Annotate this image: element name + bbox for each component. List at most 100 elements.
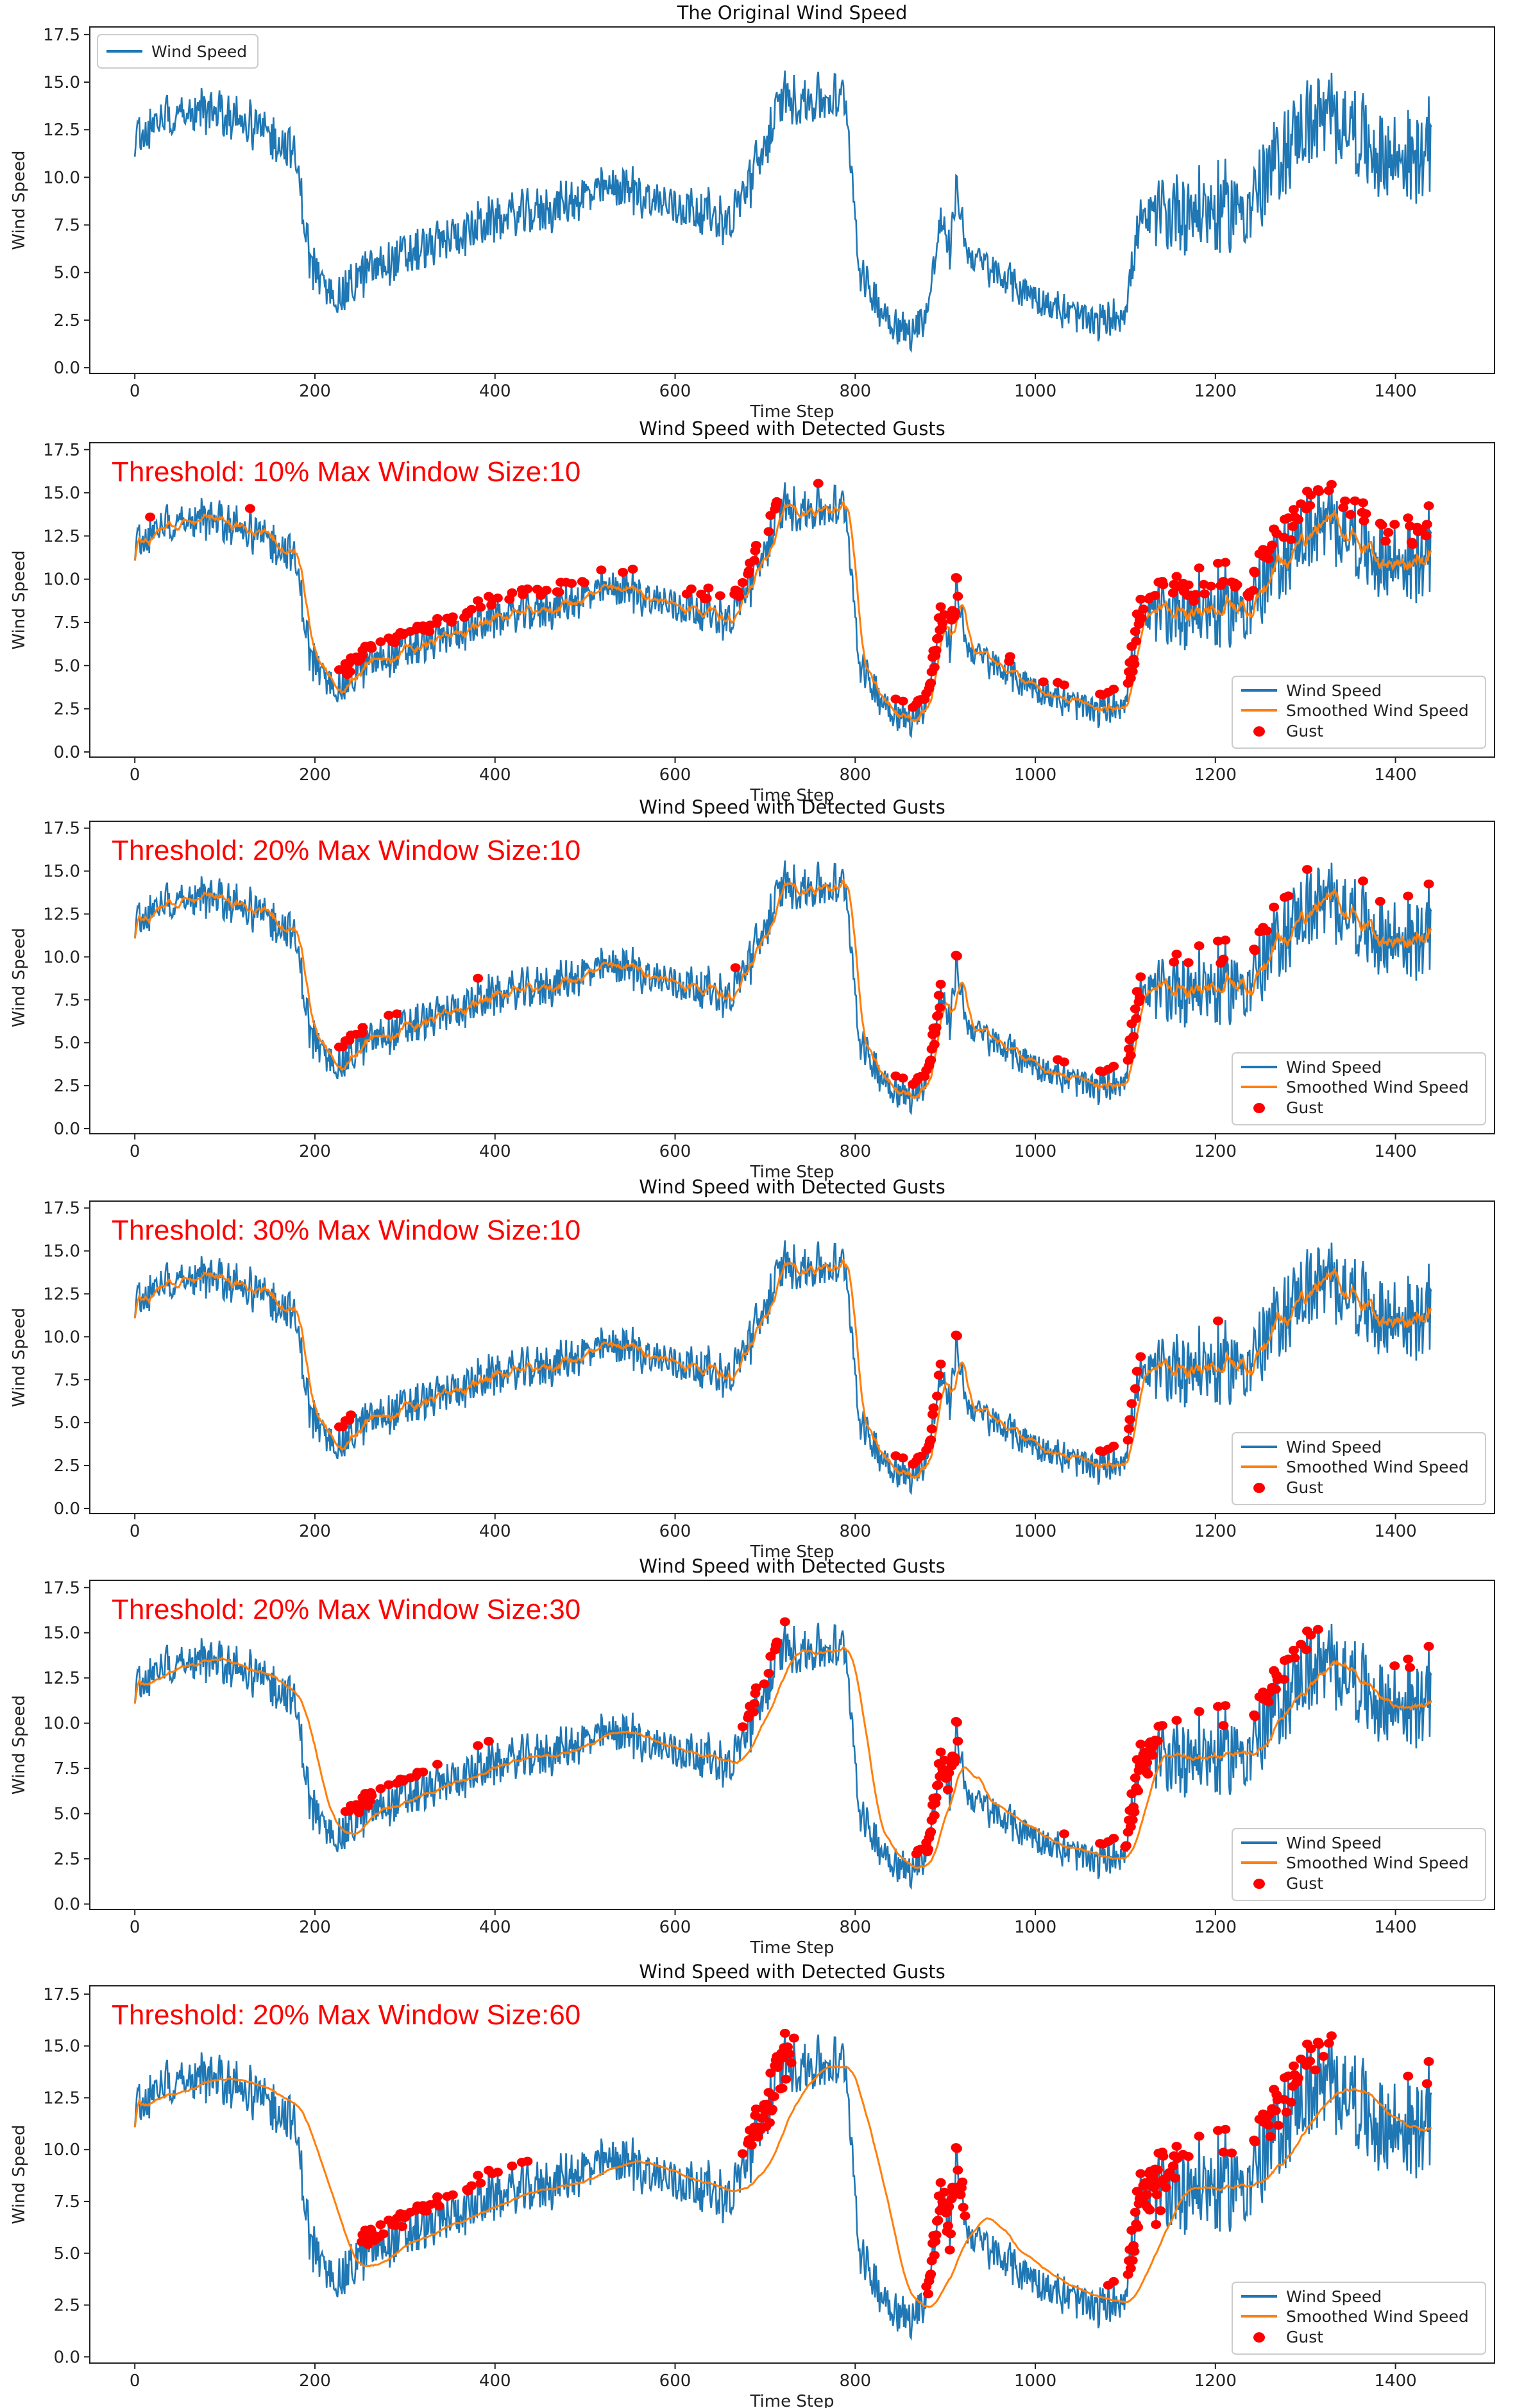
x-axis-label: Time Step [749, 402, 834, 422]
y-tick-label: 12.5 [43, 905, 80, 924]
x-tick-label: 200 [299, 1142, 331, 1161]
gust-point [1131, 636, 1142, 646]
y-axis-label: Wind Speed [10, 1308, 29, 1407]
gust-point [897, 1073, 908, 1083]
y-tick-label: 17.5 [43, 1578, 80, 1598]
gust-point [375, 2220, 386, 2230]
legend-label-gust: Gust [1286, 1874, 1323, 1893]
gust-point [1345, 510, 1356, 519]
gust-point [951, 574, 962, 583]
threshold-annotation: Threshold: 20% Max Window Size:10 [112, 835, 581, 866]
gust-point [1405, 1662, 1415, 1672]
gust-point [473, 2171, 484, 2180]
gust-point [1135, 1739, 1146, 1749]
gust-point [1160, 2183, 1171, 2192]
x-axis-label: Time Step [749, 1938, 834, 1958]
y-tick-label: 7.5 [54, 991, 80, 1010]
gust-point [772, 1637, 783, 1647]
gust-point [1383, 527, 1394, 537]
gust-point [1218, 2148, 1229, 2157]
gust-point [1389, 1661, 1400, 1671]
y-tick-label: 15.0 [43, 73, 80, 92]
y-tick-label: 2.5 [54, 1456, 80, 1476]
subplot-2: Wind Speed with Detected Gusts 0 200 400 600… [10, 418, 1495, 805]
gust-point [737, 578, 748, 587]
gust-point [784, 2049, 795, 2059]
gust-point [434, 2201, 445, 2211]
gust-point [926, 1827, 936, 1836]
y-tick-label: 0.0 [54, 1120, 80, 1139]
legend-box [1232, 1432, 1486, 1505]
gust-point [554, 587, 564, 597]
gust-point [432, 1759, 443, 1769]
x-tick-label: 200 [299, 1918, 331, 1937]
legend-label-smooth: Smoothed Wind Speed [1286, 1458, 1469, 1476]
gust-point [926, 2269, 936, 2279]
gust-point [507, 588, 518, 597]
gust-point [375, 637, 386, 647]
gust-point [1108, 2276, 1119, 2286]
y-tick-label: 2.5 [54, 700, 80, 719]
gust-point [955, 2190, 966, 2199]
gust-point [897, 696, 908, 706]
gust-point [1129, 2246, 1140, 2256]
gust-point [466, 604, 477, 614]
gust-point [357, 1023, 368, 1032]
gust-point [384, 1780, 394, 1789]
gust-point [939, 2187, 950, 2197]
gust-point [1135, 1352, 1146, 1362]
gust-point [1038, 677, 1049, 687]
gust-point [1423, 2057, 1434, 2066]
gust-point [432, 614, 443, 623]
smoothed-wind-speed-line [133, 878, 1432, 1100]
x-tick-label: 0 [130, 765, 140, 785]
gust-point [937, 618, 948, 628]
gust-point [1167, 2161, 1178, 2171]
subplot-title: Wind Speed with Detected Gusts [639, 418, 945, 440]
y-tick-label: 7.5 [54, 613, 80, 633]
y-tick-label: 0.0 [54, 743, 80, 762]
gust-point [1288, 505, 1299, 515]
gust-point [346, 1410, 357, 1420]
gust-point [541, 585, 552, 595]
gust-point [596, 565, 607, 575]
gust-point [1171, 950, 1182, 959]
gust-point [1218, 1721, 1229, 1730]
gust-point [1153, 2165, 1163, 2174]
legend-label-raw: Wind Speed [151, 42, 247, 61]
gust-point [1312, 1625, 1323, 1634]
subplot-1: The Original Wind Speed 0 200 400 600 800 1000… [10, 2, 1495, 422]
gust-point [931, 645, 942, 655]
y-tick-label: 7.5 [54, 2192, 80, 2212]
gust-point [1250, 946, 1260, 955]
legend-label-gust: Gust [1286, 2328, 1323, 2346]
gust-point [1359, 516, 1369, 525]
gust-point [618, 568, 629, 577]
gust-point [1326, 2031, 1337, 2040]
gust-point [953, 592, 963, 601]
gust-point [1127, 2256, 1138, 2265]
x-tick-label: 1200 [1194, 382, 1237, 401]
gust-point [935, 1747, 946, 1757]
gust-point [1128, 1032, 1139, 1041]
gust-point [935, 1003, 945, 1012]
subplot-6: Wind Speed with Detected Gusts 0 200 400 600… [10, 1961, 1495, 2408]
y-tick-label: 12.5 [43, 2088, 80, 2108]
gust-point [1293, 515, 1303, 524]
y-tick-label: 12.5 [43, 1285, 80, 1304]
x-tick-label: 1000 [1014, 1918, 1056, 1937]
gust-point [1358, 498, 1368, 508]
gust-point [1123, 1435, 1133, 1445]
gust-point [950, 1753, 961, 1763]
gust-point [958, 2203, 969, 2212]
x-tick-label: 400 [479, 765, 511, 785]
gust-point [1124, 1424, 1134, 1433]
y-tick-label: 10.0 [43, 2140, 80, 2160]
plot-content [133, 1617, 1434, 1890]
y-tick-label: 17.5 [43, 441, 80, 460]
gust-point [1194, 563, 1205, 573]
gust-point [1407, 540, 1418, 549]
plot-content [133, 70, 1432, 354]
gust-point [1421, 520, 1432, 529]
